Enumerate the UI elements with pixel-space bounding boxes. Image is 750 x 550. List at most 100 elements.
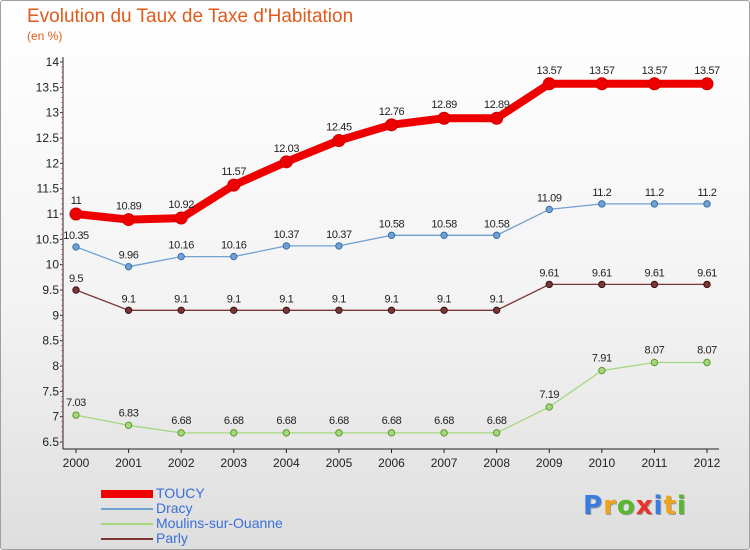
legend-swatch	[101, 537, 153, 540]
chart-title: Evolution du Taux de Taxe d'Habitation	[27, 6, 354, 27]
data-label: 6.68	[434, 415, 454, 427]
data-point	[440, 429, 448, 437]
data-point	[437, 111, 451, 125]
data-point	[650, 358, 659, 367]
data-point	[227, 178, 241, 192]
data-point	[122, 213, 136, 227]
logo-letter: t	[663, 491, 677, 521]
data-point	[595, 77, 609, 91]
data-label: 12.89	[431, 99, 457, 111]
proxiti-logo: Proxiti	[583, 491, 687, 521]
data-point	[387, 306, 396, 314]
data-point	[650, 280, 659, 289]
logo-letter: r	[603, 491, 617, 521]
x-tick-label: 2012	[694, 456, 721, 470]
x-tick-label: 2001	[115, 456, 142, 470]
y-tick-label: 8.5	[42, 334, 59, 348]
x-tick-label: 2004	[273, 456, 300, 470]
data-label: 12.03	[274, 143, 300, 155]
data-point	[490, 111, 504, 125]
data-point	[335, 306, 343, 314]
data-label: 13.57	[694, 65, 720, 77]
data-label: 9.61	[645, 267, 665, 279]
data-label: 6.68	[329, 415, 349, 427]
data-point	[279, 155, 293, 169]
data-point	[703, 280, 711, 289]
data-point	[230, 429, 238, 437]
data-label: 12.45	[326, 122, 352, 134]
data-point	[177, 252, 185, 261]
data-label: 6.68	[487, 415, 507, 427]
data-label: 9.1	[332, 293, 346, 305]
y-tick-label: 6.5	[42, 435, 59, 449]
chart-subtitle: (en %)	[27, 29, 63, 43]
data-label: 7.19	[539, 389, 559, 401]
series-toucy	[69, 77, 714, 227]
legend-swatch	[101, 489, 153, 498]
data-label: 11.2	[698, 187, 717, 199]
data-label: 9.1	[122, 293, 136, 305]
legend-swatch	[101, 507, 153, 510]
data-point	[542, 77, 556, 91]
data-label: 10.37	[274, 229, 300, 241]
data-label: 10.58	[379, 218, 405, 230]
data-label: 9.1	[437, 293, 451, 305]
logo-letter: o	[616, 491, 636, 521]
data-label: 6.68	[171, 415, 191, 427]
legend-label: TOUCY	[156, 485, 205, 501]
data-point	[282, 242, 291, 250]
data-label: 11.2	[645, 187, 664, 199]
data-point	[69, 207, 83, 221]
x-tick-label: 2006	[378, 456, 405, 470]
data-point	[598, 280, 606, 289]
data-label: 13.57	[536, 65, 562, 77]
data-label: 6.68	[276, 415, 296, 427]
data-point	[492, 306, 501, 314]
data-label: 10.37	[326, 229, 352, 241]
data-label: 11.57	[221, 166, 246, 178]
y-tick-label: 10	[46, 258, 60, 272]
data-label: 9.96	[119, 250, 139, 262]
data-point	[387, 231, 396, 239]
data-point	[230, 306, 238, 314]
data-label: 7.91	[592, 353, 612, 365]
data-label: 9.5	[69, 273, 83, 285]
y-tick-label: 13	[46, 106, 60, 120]
y-tick-label: 12	[46, 156, 60, 170]
data-label: 7.03	[66, 397, 86, 409]
data-point	[598, 366, 606, 375]
y-tick-label: 8	[52, 359, 59, 373]
data-point	[387, 429, 396, 437]
y-tick-label: 11.5	[37, 182, 60, 196]
data-point	[703, 200, 711, 208]
data-label: 9.1	[279, 293, 293, 305]
logo-letter: i	[676, 491, 687, 521]
series-layer	[69, 77, 714, 437]
data-label: 10.89	[116, 201, 142, 213]
data-label: 10.92	[168, 199, 194, 211]
logo-letter: P	[583, 491, 604, 521]
data-label: 9.61	[697, 267, 717, 279]
legend-label: Dracy	[156, 500, 193, 516]
legend-label: Moulins-sur-Ouanne	[156, 515, 283, 531]
data-point	[440, 306, 448, 314]
data-point	[598, 200, 606, 208]
data-point	[230, 252, 238, 261]
x-tick-label: 2003	[220, 456, 247, 470]
data-label: 10.58	[431, 218, 457, 230]
data-label: 10.58	[484, 218, 510, 230]
data-label: 9.1	[227, 293, 241, 305]
data-point	[647, 77, 661, 91]
data-labels-layer: 10.35 9.96 10.16 10.16 10.37 10.37 10.58 10.58 1…	[63, 65, 720, 427]
data-point	[282, 306, 291, 314]
data-point	[335, 242, 343, 250]
data-label: 8.07	[697, 344, 717, 356]
x-tick-label: 2000	[63, 456, 90, 470]
data-label: 9.1	[174, 293, 188, 305]
data-point	[545, 205, 553, 214]
x-tick-label: 2009	[536, 456, 563, 470]
data-point	[385, 118, 398, 132]
legend-swatch	[101, 522, 153, 525]
data-point	[124, 421, 133, 429]
